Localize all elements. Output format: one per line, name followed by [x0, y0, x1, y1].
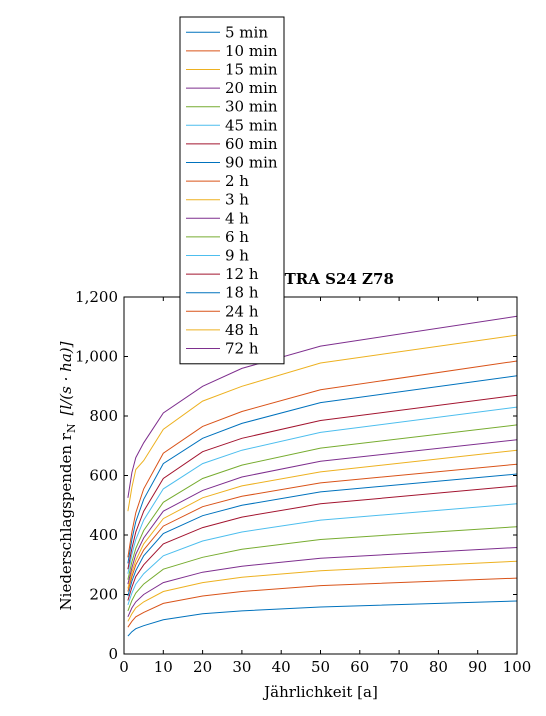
legend-label-3: 15 min: [225, 61, 278, 79]
x-tick-label: 40: [272, 658, 291, 676]
x-tick-label: 10: [154, 658, 173, 676]
series-line-17: [127, 334, 518, 512]
legend-label-16: 24 h: [225, 302, 259, 320]
y-axis-label-sub: N: [65, 423, 78, 433]
y-axis-label: Niederschlagspenden rN [l/(s · ha)]: [57, 341, 78, 610]
plot-frame: [123, 296, 518, 655]
y-tick-label: 1,200: [75, 288, 118, 306]
series-line-9: [127, 463, 518, 592]
series-line-10: [127, 449, 518, 589]
y-axis-label-unit: [l/(s · ha)]: [57, 341, 75, 415]
legend-label-7: 60 min: [225, 135, 278, 153]
legend-label-5: 30 min: [225, 98, 278, 116]
series-line-18: [127, 315, 518, 498]
series-line-14: [127, 394, 518, 570]
y-tick-label: 600: [89, 467, 118, 485]
series-line-5: [127, 526, 518, 612]
x-axis-label: Jährlichkeit [a]: [262, 683, 378, 701]
series-line-15: [127, 375, 518, 564]
legend-label-10: 3 h: [225, 191, 249, 209]
y-tick-label: 800: [89, 407, 118, 425]
legend-label-1: 5 min: [225, 23, 268, 41]
series-line-7: [127, 485, 518, 601]
series-line-4: [127, 547, 518, 618]
series-layer: [127, 315, 518, 637]
y-axis-label-main: Niederschlagspenden r: [57, 432, 75, 610]
legend-label-4: 20 min: [225, 79, 278, 97]
legend-label-12: 6 h: [225, 228, 249, 246]
legend-label-17: 48 h: [225, 321, 259, 339]
legend-label-11: 4 h: [225, 209, 249, 227]
x-tick-label: 60: [350, 658, 369, 676]
x-tick-label: 0: [119, 658, 129, 676]
ticks-layer: 0 10 20 30 40 50 60 70 80 90 100 0 200 400 600 800 1,000…: [75, 288, 531, 676]
y-tick-label: 200: [89, 586, 118, 604]
x-tick-label: 20: [193, 658, 212, 676]
x-tick-label: 30: [232, 658, 251, 676]
x-tick-label: 80: [429, 658, 448, 676]
legend-label-8: 90 min: [225, 154, 278, 172]
series-line-12: [127, 424, 518, 580]
legend-label-2: 10 min: [225, 42, 278, 60]
x-tick-label: 70: [390, 658, 409, 676]
y-tick-label: 1,000: [75, 348, 118, 366]
legend-label-14: 12 h: [225, 265, 259, 283]
series-line-3: [127, 560, 518, 622]
series-line-16: [127, 360, 518, 558]
legend-box: [179, 16, 285, 365]
series-line-11: [127, 439, 518, 585]
legend-label-6: 45 min: [225, 116, 278, 134]
legend-label-13: 9 h: [225, 247, 249, 265]
legend-label-15: 18 h: [225, 284, 259, 302]
series-line-8: [127, 473, 518, 597]
x-tick-label: 50: [311, 658, 330, 676]
chart-title: KOSTRA S24 Z78: [248, 270, 394, 288]
x-tick-label: 90: [468, 658, 487, 676]
series-line-2: [127, 577, 518, 628]
series-line-13: [127, 406, 518, 574]
legend-label-18: 72 h: [225, 340, 259, 358]
x-tick-label: 100: [503, 658, 532, 676]
series-line-1: [127, 600, 518, 637]
series-line-6: [127, 503, 518, 606]
legend-label-9: 2 h: [225, 172, 249, 190]
y-tick-label: 0: [108, 645, 118, 663]
y-tick-label: 400: [89, 526, 118, 544]
